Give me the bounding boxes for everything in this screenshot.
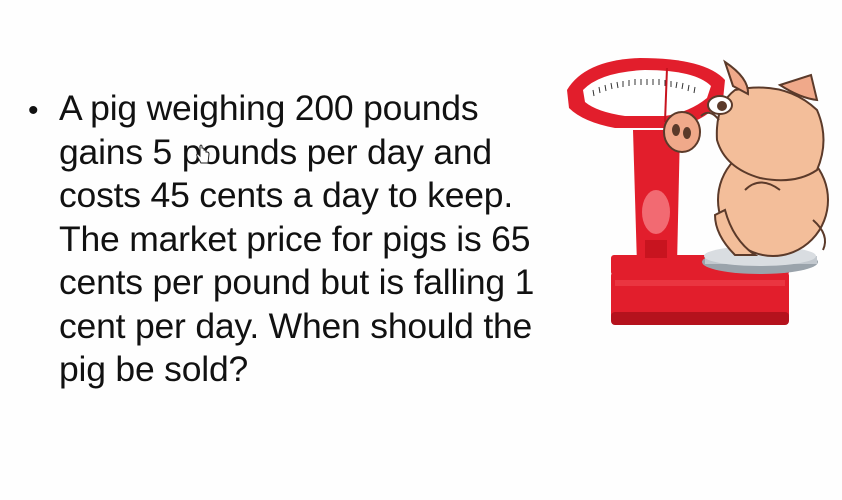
problem-text: A pig weighing 200 pounds gains 5 pounds… — [59, 88, 535, 389]
hand-cursor-icon — [196, 144, 210, 164]
scale-column — [633, 130, 680, 265]
bullet-item: • A pig weighing 200 pounds gains 5 poun… — [28, 87, 558, 392]
pig-on-scale-icon — [567, 58, 829, 325]
bullet-dot: • — [28, 94, 39, 127]
bullet-list: • A pig weighing 200 pounds gains 5 poun… — [28, 87, 558, 392]
pig — [663, 59, 829, 257]
scale-dial — [567, 58, 725, 128]
